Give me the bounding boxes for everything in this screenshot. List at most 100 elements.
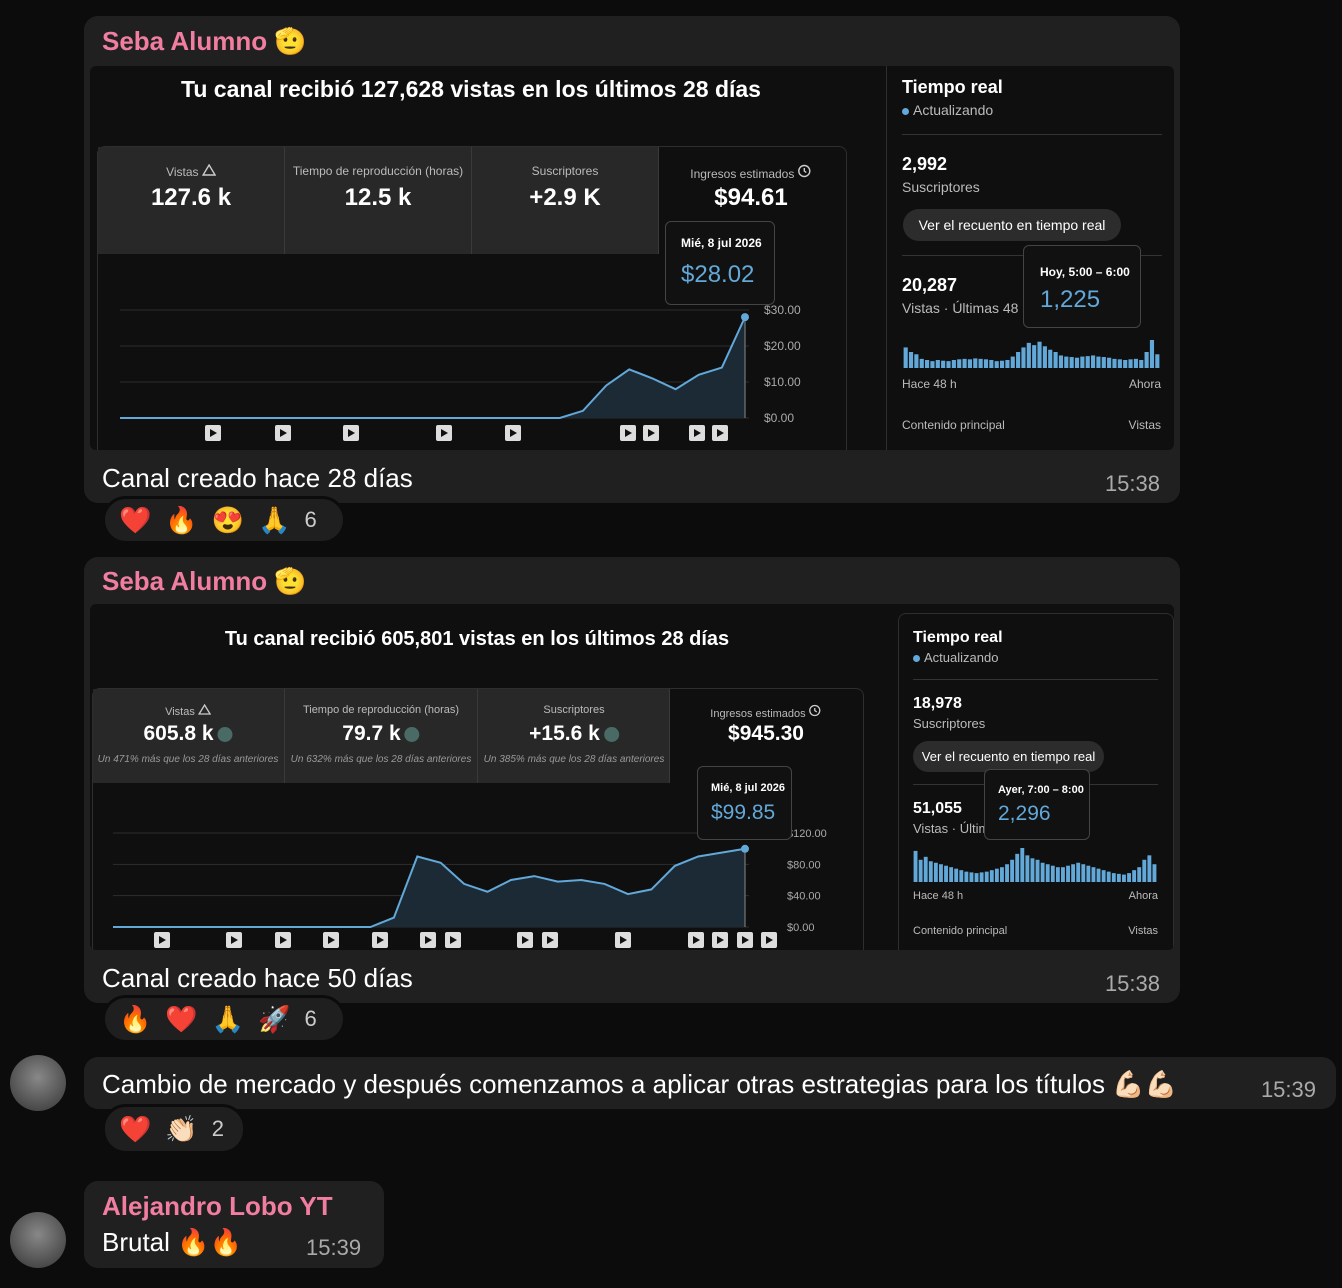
avatar[interactable] — [10, 1055, 66, 1111]
view-bar — [1101, 357, 1106, 368]
stat-value-text: +15.6 k — [529, 722, 600, 745]
views-label: Vistas · Últimas 48 — [902, 300, 1019, 316]
view-bar — [989, 360, 994, 368]
view-bar — [1061, 867, 1065, 882]
view-bar — [989, 870, 994, 882]
view-bar — [928, 861, 933, 882]
range-end: Ahora — [1128, 890, 1158, 902]
status-text: Actualizando — [913, 102, 994, 118]
stat-cell — [285, 689, 478, 783]
y-tick-label: $0.00 — [764, 411, 794, 425]
view-bar — [1111, 873, 1116, 882]
line-area — [120, 317, 745, 418]
y-tick-label: $0.00 — [787, 922, 815, 934]
reactions[interactable]: ❤️ 🔥 😍 🙏 6 — [102, 496, 346, 544]
view-bar — [1045, 864, 1050, 882]
video-marker-icon — [441, 429, 448, 437]
view-bar — [1026, 342, 1031, 368]
view-bar — [1128, 359, 1133, 368]
y-tick-label: $120.00 — [787, 828, 827, 840]
realtime-panel — [886, 66, 1174, 450]
reaction[interactable]: 🙏 — [258, 504, 291, 535]
view-bar — [1123, 360, 1128, 368]
views-count: 20,287 — [902, 275, 958, 295]
views-count: 51,055 — [913, 800, 962, 817]
video-marker-icon — [425, 936, 432, 944]
reaction[interactable]: ❤️ — [119, 504, 152, 535]
chart-tooltip: Mié, 8 jul 2026 $99.85 — [697, 766, 792, 840]
view-bar — [1055, 867, 1060, 882]
view-bar — [1069, 357, 1074, 368]
video-marker-icon — [210, 429, 217, 437]
view-bar — [1074, 357, 1080, 368]
reaction[interactable]: 👏🏻 — [165, 1113, 198, 1144]
view-bar — [1086, 865, 1091, 882]
view-bar — [983, 359, 989, 368]
reactions[interactable]: ❤️ 👏🏻 2 — [102, 1104, 246, 1154]
footer-right: Vistas — [1128, 418, 1161, 432]
video-marker-icon — [348, 429, 355, 437]
view-bar — [930, 361, 935, 368]
dashboard-image[interactable]: Tu canal recibió 127,628 vistas en los ú… — [90, 66, 1174, 450]
view-bar — [1064, 356, 1069, 368]
view-bar — [999, 360, 1005, 368]
view-bar — [1053, 352, 1058, 368]
reaction[interactable]: 🔥 — [165, 504, 198, 535]
view-bar — [969, 872, 974, 882]
view-bar — [973, 358, 978, 368]
view-bar — [1091, 867, 1096, 882]
view-bar — [951, 360, 956, 368]
reaction[interactable]: ❤️ — [165, 1003, 198, 1034]
sender[interactable]: Alejandro Lobo YT — [102, 1191, 333, 1221]
reaction[interactable]: 🔥 — [119, 1003, 152, 1034]
view-bar — [1155, 354, 1160, 368]
stat-note: Un 385% más que los 28 días anteriores — [483, 754, 665, 765]
avatar[interactable] — [10, 1212, 66, 1268]
sender[interactable]: Seba Alumno 🫡 — [102, 26, 307, 56]
realtime-button[interactable]: Ver el recuento en tiempo real — [913, 741, 1104, 772]
view-bar — [1147, 855, 1152, 882]
reaction[interactable]: 🚀 — [258, 1003, 291, 1034]
subscriber-label: Suscriptores — [913, 716, 986, 731]
stat-cell — [478, 689, 670, 783]
reaction[interactable]: ❤️ — [119, 1113, 152, 1144]
views-label: Vistas · Últim — [913, 821, 990, 836]
timestamp: 15:38 — [1104, 971, 1160, 996]
stat-cell — [98, 147, 285, 254]
tooltip-value: 1,225 — [1040, 286, 1101, 313]
view-bar — [957, 359, 962, 368]
view-bar — [1015, 853, 1020, 882]
subscriber-count: 2,992 — [902, 154, 948, 174]
stat-label: Ingresos estimados — [690, 164, 811, 181]
reaction-count: 6 — [304, 507, 317, 532]
dashboard-image[interactable]: Tu canal recibió 605,801 vistas en los ú… — [90, 604, 1174, 950]
footer-right: Vistas — [1128, 925, 1158, 937]
view-bar — [935, 360, 940, 368]
view-bar — [903, 347, 908, 368]
sender[interactable]: Seba Alumno 🫡 — [102, 566, 307, 596]
reaction[interactable]: 😍 — [211, 504, 245, 535]
message-bubble — [84, 1181, 384, 1268]
tooltip-time: Hoy, 5:00 – 6:00 — [1040, 265, 1130, 279]
reactions[interactable]: 🔥 ❤️ 🙏 🚀 6 — [102, 995, 346, 1043]
view-bar — [994, 868, 999, 882]
view-bar — [1116, 873, 1121, 882]
realtime-button[interactable]: Ver el recuento en tiempo real — [903, 209, 1121, 241]
stat-value: 79.7 k — [342, 722, 420, 746]
view-bar — [1139, 360, 1144, 368]
view-bar — [1107, 357, 1112, 368]
video-marker-icon — [377, 936, 384, 944]
clock-icon — [798, 164, 811, 178]
view-bar — [925, 360, 930, 368]
view-bar — [1005, 864, 1009, 882]
view-bar — [1081, 864, 1086, 882]
dashboard-title: Tu canal recibió 605,801 vistas en los ú… — [224, 628, 730, 650]
realtime-status: Actualizando — [902, 102, 993, 118]
view-bar — [933, 862, 938, 882]
stat-label-text: Vistas — [166, 165, 199, 179]
video-marker-icon — [280, 936, 287, 944]
footer-left: Contenido principal — [913, 925, 1008, 937]
view-bar — [1133, 358, 1138, 368]
view-bar — [1132, 870, 1137, 882]
reaction[interactable]: 🙏 — [211, 1003, 245, 1034]
